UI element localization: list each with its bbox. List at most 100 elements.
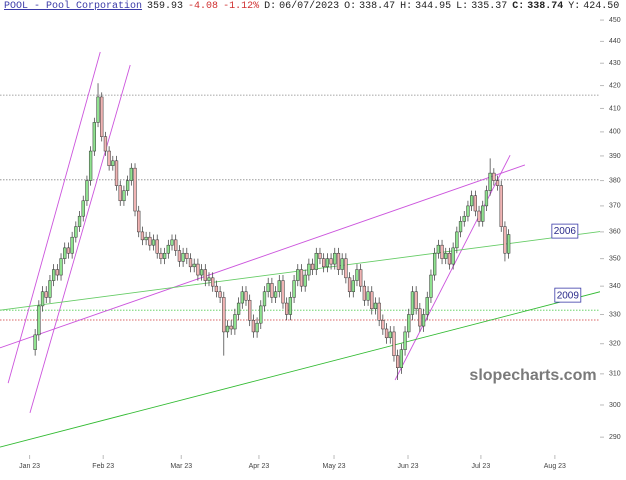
candle-body	[388, 331, 392, 339]
candle-body	[292, 280, 296, 298]
candle-body	[296, 269, 300, 281]
candle-body	[111, 160, 115, 166]
candle-body	[333, 252, 337, 265]
quote: D: 06/07/2023 O: 338.47 H: 344.95 L: 335.37 C: 33…	[264, 1, 624, 12]
candle-body	[140, 231, 145, 241]
candle-body	[162, 252, 167, 259]
candle-body	[218, 291, 222, 298]
candle-body	[436, 244, 440, 254]
candle-body	[429, 274, 433, 298]
candle-body	[44, 291, 48, 298]
candle-body	[506, 234, 511, 254]
candle-body	[251, 320, 256, 333]
candle-body	[222, 297, 226, 333]
y-tick-label: 420	[609, 82, 621, 89]
candle-body	[318, 252, 322, 259]
candle-body	[148, 236, 152, 246]
candle-body	[177, 250, 182, 262]
candle-body	[329, 258, 333, 265]
candle-body	[88, 150, 93, 181]
plot-area	[0, 51, 600, 448]
candle-body	[214, 285, 219, 293]
candle-body	[151, 239, 156, 246]
candle-body	[225, 325, 230, 333]
quote-value: 335.37	[471, 1, 508, 12]
annotation-box	[551, 223, 579, 239]
quote-value: 06/07/2023	[279, 1, 340, 12]
y-tick-label: 390	[609, 153, 621, 160]
x-tick-label: May 23	[323, 463, 346, 470]
trend-line	[0, 164, 526, 349]
candle-body	[444, 252, 448, 259]
candle-body	[396, 355, 400, 368]
candle-body	[322, 258, 326, 268]
trend-line	[7, 51, 101, 384]
candle-body	[40, 291, 45, 307]
candle-body	[418, 308, 422, 327]
candle-body	[207, 277, 211, 281]
candle-body	[77, 215, 82, 227]
candle-body	[392, 331, 396, 356]
candle-body	[447, 252, 452, 265]
candle-body	[410, 291, 415, 315]
candle-body	[455, 231, 459, 249]
candle-body	[211, 277, 215, 287]
x-tick-label: Jul 23	[472, 463, 491, 470]
candle-body	[259, 305, 263, 324]
candle-body	[362, 285, 367, 301]
watermark: slopecharts.com	[469, 367, 596, 384]
candle-body	[63, 247, 67, 259]
candle-body	[366, 291, 370, 301]
candle-body	[440, 244, 444, 259]
x-tick-label: Aug 23	[544, 463, 566, 470]
candle-body	[488, 172, 492, 191]
symbol-title: POOL - Pool Corporation	[4, 1, 143, 12]
x-tick-label: Jan 23	[19, 463, 40, 470]
candle-body	[107, 150, 111, 166]
y-tick-label: 410	[609, 105, 621, 112]
candle-body	[370, 291, 374, 310]
y-tick-label: 430	[609, 60, 621, 67]
candle-body	[66, 247, 71, 254]
quote-label: H:	[400, 1, 413, 12]
x-tick-label: Feb 23	[92, 463, 114, 470]
candle-body	[244, 291, 248, 301]
x-tick-label: Mar 23	[170, 463, 192, 470]
candle-body	[74, 226, 78, 238]
candle-body	[359, 269, 363, 287]
candle-body	[196, 263, 200, 276]
candle-body	[166, 244, 170, 254]
candle-body	[373, 302, 378, 310]
candle-body	[118, 185, 122, 202]
x-tick-label: Apr 23	[249, 463, 270, 470]
last-price: 359.93	[147, 1, 184, 12]
quote-value: 424.50	[583, 1, 620, 12]
trend-line	[0, 291, 600, 448]
y-tick-label: 320	[609, 341, 621, 348]
candle-body	[240, 291, 244, 304]
candle-body	[203, 269, 207, 281]
candle-body	[407, 314, 411, 333]
candle-body	[495, 180, 500, 186]
annotation-label: 2006	[554, 226, 577, 237]
candle-body	[277, 280, 281, 293]
candle-body	[432, 252, 437, 276]
trend-line	[394, 154, 511, 381]
annotation-label: 2009	[557, 290, 580, 301]
candle-body	[170, 239, 174, 246]
y-tick-label: 340	[609, 283, 621, 290]
y-tick-label: 370	[609, 203, 621, 210]
candle-body	[229, 325, 233, 330]
y-tick-label: 350	[609, 255, 621, 262]
candle-body	[114, 160, 119, 186]
y-tick-label: 360	[609, 229, 621, 236]
candle-body	[262, 291, 267, 307]
candle-body	[347, 277, 352, 293]
quote-value: 338.47	[359, 1, 396, 12]
y-tick-label: 380	[609, 177, 621, 184]
candle-body	[48, 280, 52, 298]
y-tick-label: 450	[609, 17, 621, 24]
candle-body	[233, 314, 237, 330]
